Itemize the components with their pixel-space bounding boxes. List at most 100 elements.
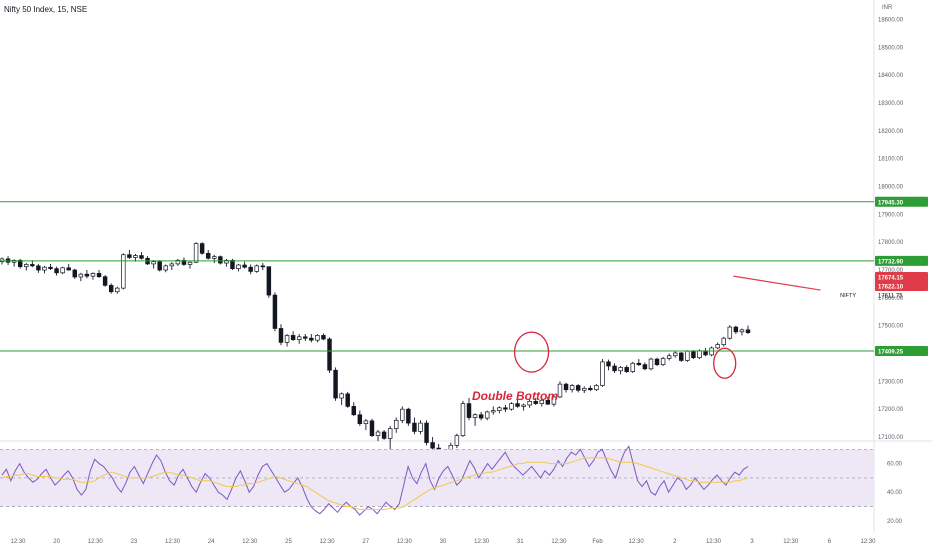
candle-body (745, 329, 751, 333)
price-tick-label: 17500.00 (878, 324, 904, 330)
candle-body (218, 256, 223, 264)
time-tick-label: 31 (517, 539, 524, 545)
candle-body (642, 364, 648, 370)
candle-body (248, 266, 253, 272)
candle-body (24, 264, 29, 268)
time-tick-label: 23 (131, 539, 138, 545)
candle-body (491, 410, 496, 413)
time-tick-label: 12:30 (10, 539, 26, 545)
candle-body (466, 403, 472, 418)
candle-body (175, 259, 181, 265)
time-tick-label: 12:30 (551, 539, 567, 545)
candle-body (133, 255, 138, 258)
candle-body (381, 431, 387, 439)
rsi-ma-line (1, 457, 749, 510)
price-tick-label: 18000.00 (878, 185, 904, 191)
candle-body (393, 419, 399, 430)
candle-body (193, 243, 199, 263)
candle-body (539, 399, 545, 404)
price-badge-label: 17674.15 (878, 276, 904, 282)
candle-body (369, 420, 375, 436)
candle-body (460, 403, 466, 436)
price-tick-label: 17300.00 (878, 379, 904, 385)
price-tick-label: 17800.00 (878, 240, 904, 246)
candle-body (484, 411, 490, 419)
resistance-trendline (733, 275, 821, 291)
price-badge (875, 281, 928, 291)
time-tick-label: 12:30 (242, 539, 258, 545)
time-tick-label: 12:30 (706, 539, 722, 545)
price-tick-label: 18400.00 (878, 73, 904, 79)
time-tick-label: 30 (440, 539, 447, 545)
price-tick-label: 18600.00 (878, 18, 904, 24)
candle-body (406, 408, 411, 424)
candle-body (163, 265, 168, 271)
candle-body (230, 259, 235, 269)
candle-body (588, 387, 593, 391)
time-tick-label: 20 (53, 539, 60, 545)
candle-body (685, 350, 690, 361)
candle-body (236, 264, 241, 269)
currency-label: INR (882, 5, 893, 11)
candle-body (424, 422, 429, 443)
time-tick-label: 12:30 (165, 539, 181, 545)
candle-body (624, 367, 629, 372)
candle-body (533, 401, 538, 404)
candle-body (575, 385, 581, 391)
candle-body (48, 266, 53, 269)
candle-body (721, 337, 726, 345)
candle-body (418, 422, 423, 432)
candle-body (387, 428, 393, 439)
candle-body (242, 264, 247, 268)
candle-body (545, 399, 551, 405)
candle-body (509, 403, 514, 410)
price-tick-label: 17700.00 (878, 268, 904, 274)
candle-body (303, 336, 308, 339)
candle-body (224, 259, 229, 264)
candle-body (315, 335, 320, 341)
candle-body (96, 273, 102, 278)
candle-body (612, 365, 617, 372)
time-tick-label: 12:30 (783, 539, 799, 545)
candle-body (17, 259, 23, 268)
candle-body (333, 369, 338, 399)
candle-body (296, 336, 302, 340)
candle-body (691, 350, 696, 359)
candle-body (430, 442, 435, 449)
rsi-tick-label: 20.00 (887, 519, 903, 525)
candle-body (582, 387, 587, 391)
candle-body (569, 385, 575, 391)
level-badge-label: 17945.30 (878, 200, 904, 206)
candle-body (412, 422, 417, 432)
candle-body (557, 383, 563, 398)
candle-body (187, 261, 193, 265)
level-badge (875, 255, 928, 266)
candle-body (199, 243, 205, 254)
candle-body (30, 264, 35, 267)
price-badge (875, 272, 928, 282)
candle-body (321, 335, 326, 340)
candle-body (102, 276, 108, 286)
candle-body (60, 267, 65, 274)
candle-body (0, 258, 5, 263)
chart-title: Nifty 50 Index, 15, NSE (4, 5, 88, 14)
candle-body (290, 335, 296, 340)
candle-body (127, 254, 132, 258)
candle-body (357, 414, 363, 424)
candle-body (660, 358, 666, 365)
candle-body (715, 344, 720, 349)
candle-body (54, 268, 59, 274)
candle-body (666, 355, 672, 359)
candle-body (278, 328, 284, 343)
candle-body (84, 273, 90, 277)
candle-body (503, 407, 508, 410)
candle-body (139, 255, 144, 259)
time-tick-label: 24 (208, 539, 215, 545)
candle-body (339, 393, 344, 399)
double-bottom-annotation: Double Bottom (472, 389, 558, 403)
candle-body (636, 362, 642, 365)
candle-body (72, 269, 78, 278)
candle-body (739, 329, 745, 333)
